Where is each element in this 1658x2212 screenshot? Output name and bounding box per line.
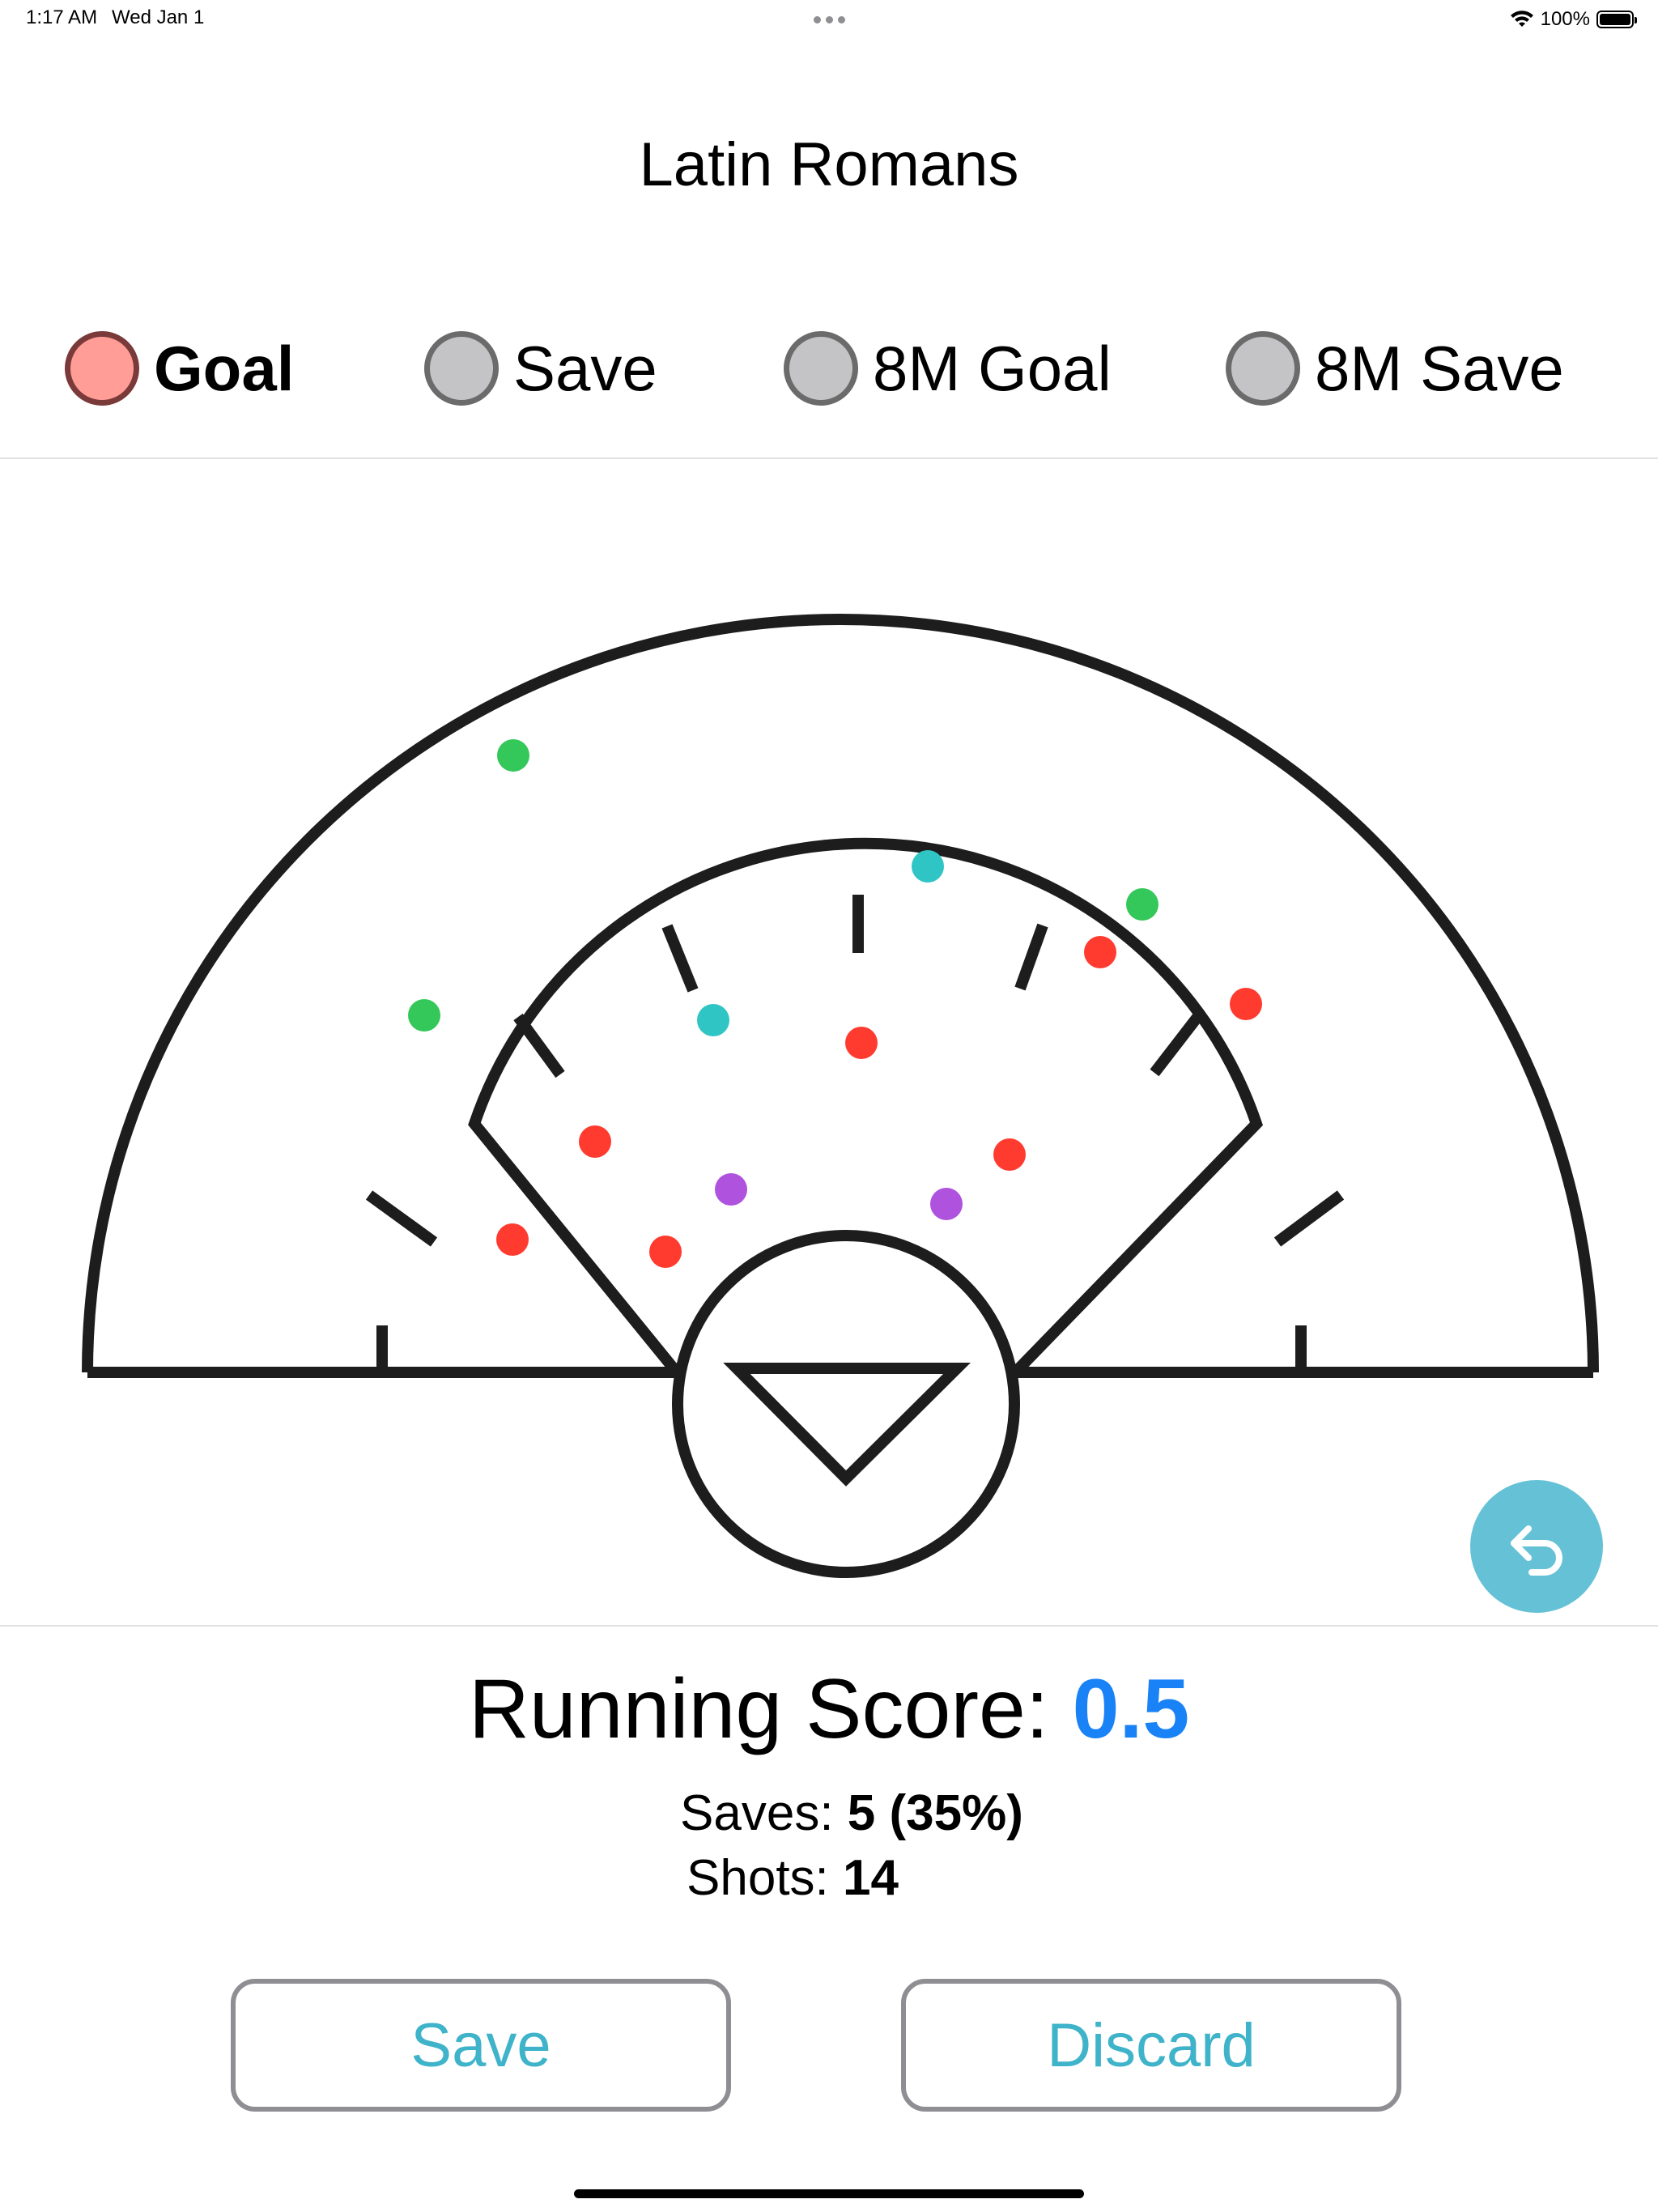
goal-triangle <box>723 1363 971 1487</box>
shot-marker-save <box>1126 888 1158 921</box>
shot-type-goal[interactable]: Goal <box>65 324 294 413</box>
field-diagram[interactable] <box>0 459 1658 1625</box>
radio-indicator <box>784 331 858 406</box>
goal-crease <box>672 1230 1020 1578</box>
hash-mark <box>661 924 699 993</box>
saves-value: 5 <box>847 1785 876 1841</box>
shot-type-label: 8M Goal <box>873 332 1112 404</box>
shot-marker-goal <box>1230 988 1262 1020</box>
shot-type-selector: Goal Save 8M Goal 8M Save <box>0 324 1658 413</box>
hash-mark <box>1273 1190 1345 1247</box>
shot-marker-goal <box>993 1138 1026 1171</box>
team-title: Latin Romans <box>639 130 1019 199</box>
status-time: 1:17 AM <box>26 6 98 28</box>
shot-marker-save <box>497 739 529 772</box>
shot-marker-goal <box>845 1027 878 1059</box>
running-score: Running Score: 0.5 <box>0 1661 1658 1758</box>
shot-type-label: Goal <box>154 332 295 404</box>
running-score-value: 0.5 <box>1072 1662 1190 1756</box>
shot-type-8m-goal[interactable]: 8M Goal <box>784 324 1112 413</box>
shot-marker-save-8m <box>912 850 944 883</box>
saves-percentage: (35%) <box>889 1785 1023 1841</box>
shot-marker-goal <box>579 1125 611 1158</box>
radio-indicator <box>1226 331 1300 406</box>
status-indicators: 100% <box>1510 6 1637 32</box>
divider <box>0 457 1658 459</box>
radio-indicator <box>65 331 139 406</box>
shots-line: Shots: 14 <box>680 1846 1023 1911</box>
hash-mark <box>365 1190 438 1247</box>
undo-button[interactable] <box>1470 1480 1603 1613</box>
battery-percentage: 100% <box>1540 8 1590 30</box>
status-date: Wed Jan 1 <box>112 6 205 28</box>
shot-marker-save <box>408 999 440 1032</box>
home-indicator[interactable] <box>574 2189 1084 2198</box>
outer-arc <box>82 614 1599 1373</box>
radio-indicator <box>424 331 499 406</box>
status-bar: 1:17 AM Wed Jan 1 100% <box>0 0 1658 39</box>
shot-marker-goal-8m <box>715 1173 747 1206</box>
hash-mark <box>513 1013 565 1078</box>
inner-fan <box>468 837 1264 1376</box>
shot-marker-goal <box>496 1223 529 1256</box>
discard-button[interactable]: Discard <box>901 1979 1401 2112</box>
undo-arrow-icon <box>1511 1525 1562 1576</box>
shot-marker-save-8m <box>697 1004 729 1036</box>
running-score-label: Running Score: <box>468 1662 1049 1756</box>
saves-line: Saves: 5 (35%) <box>680 1781 1023 1846</box>
shot-marker-goal <box>1084 936 1116 968</box>
shot-type-8m-save[interactable]: 8M Save <box>1226 324 1564 413</box>
shot-type-label: 8M Save <box>1315 332 1564 404</box>
battery-icon <box>1596 11 1637 28</box>
shot-marker-goal <box>649 1236 682 1268</box>
shot-type-save[interactable]: Save <box>424 324 657 413</box>
shots-label: Shots: <box>687 1850 829 1906</box>
saves-label: Saves: <box>680 1785 834 1841</box>
shot-marker-goal-8m <box>930 1188 963 1220</box>
hash-mark <box>1150 1012 1203 1077</box>
shot-type-label: Save <box>513 332 657 404</box>
wifi-icon <box>1510 11 1533 27</box>
save-button[interactable]: Save <box>231 1979 731 2112</box>
shot-markers <box>408 739 1262 1268</box>
shots-value: 14 <box>843 1850 899 1906</box>
divider <box>0 1625 1658 1627</box>
stats-summary: Saves: 5 (35%) Shots: 14 <box>680 1781 1023 1911</box>
lacrosse-field[interactable] <box>0 459 1658 1625</box>
multitasking-dots-icon[interactable] <box>810 11 848 28</box>
hash-mark <box>1014 923 1048 991</box>
